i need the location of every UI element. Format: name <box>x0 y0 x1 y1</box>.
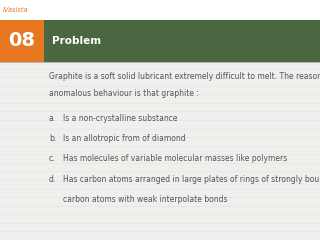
Text: Is a non-crystalline substance: Is a non-crystalline substance <box>63 114 178 123</box>
Text: anomalous behaviour is that graphite :: anomalous behaviour is that graphite : <box>49 89 199 98</box>
Text: Problem: Problem <box>52 36 101 46</box>
Text: iVasista: iVasista <box>3 7 29 13</box>
Bar <box>44 20 320 62</box>
Text: Graphite is a soft solid lubricant extremely difficult to melt. The reason for t: Graphite is a soft solid lubricant extre… <box>49 72 320 81</box>
Text: 08: 08 <box>9 31 36 50</box>
Bar <box>0 0 320 20</box>
Text: Is an allotropic from of diamond: Is an allotropic from of diamond <box>63 134 186 143</box>
Bar <box>0 20 44 62</box>
Text: Has molecules of variable molecular masses like polymers: Has molecules of variable molecular mass… <box>63 154 288 163</box>
Text: Has carbon atoms arranged in large plates of rings of strongly bounds: Has carbon atoms arranged in large plate… <box>63 175 320 184</box>
Text: d.: d. <box>49 175 56 184</box>
Text: b.: b. <box>49 134 56 143</box>
Text: carbon atoms with weak interpolate bonds: carbon atoms with weak interpolate bonds <box>63 195 228 204</box>
Text: c.: c. <box>49 154 55 163</box>
Text: a.: a. <box>49 114 56 123</box>
